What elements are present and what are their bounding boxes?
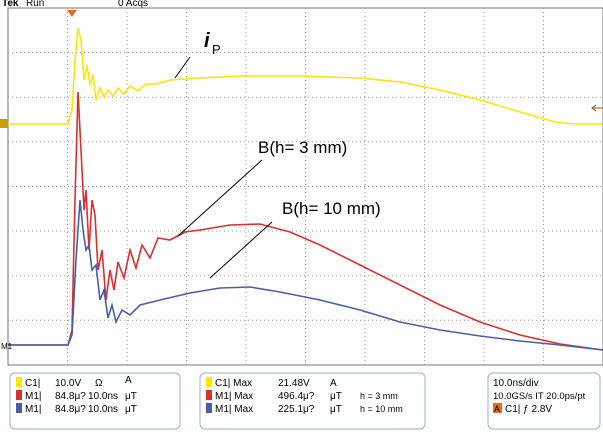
cell: h = 10 mm [360,404,403,414]
b10-leader [209,221,273,279]
cell: M1| Max [215,404,253,415]
timebase-panel [487,372,601,430]
cell: 84.8μ? [55,391,86,402]
graticule [7,7,603,366]
measurement-rows: C1| Max 21.48V A M1| Max 496.4μ? μT h = … [206,377,403,415]
brand: Tek [2,0,19,9]
swatch [16,403,22,413]
cell: A [125,375,132,386]
cell: M1| [25,404,42,415]
cell: μT [330,404,342,415]
trace-ip [8,27,603,125]
cell: μT [125,391,137,402]
cell: A [330,378,337,389]
cell: 84.8μ? [55,404,86,415]
grid [8,8,603,365]
sample-rate: 10.0GS/s IT 20.0ps/pt [493,391,586,402]
trigger: C1| ƒ 2.8V [505,404,552,415]
cell: 10.0V [55,378,81,389]
cell: 10.0ns [88,404,118,415]
ref-label: M1 [1,342,13,351]
swatch [206,403,212,413]
b3-label: B(h= 3 mm) [258,138,347,157]
swatch [16,390,22,400]
trace-b3 [8,91,603,351]
cell: M1| [25,391,42,402]
acqs: 0 Acqs [118,0,148,9]
b10-label: B(h= 10 mm) [282,199,381,218]
trigger-marker [67,10,77,17]
cell: M1| Max [215,391,253,402]
trigger-tag: A [494,404,500,414]
channels-rows: C1| 10.0V Ω A M1| 84.8μ? 10.0ns μT M1| 8… [16,375,137,415]
cell: h = 3 mm [360,391,398,401]
swatch [16,377,22,387]
measurements-panel [199,372,426,430]
level-marker [591,104,603,112]
b3-leader [177,159,263,237]
ip-subscript: P [212,42,221,57]
cell: μT [330,391,342,402]
cell: 225.1μ? [278,404,315,415]
cell: μT [125,404,137,415]
timebase: 10.0ns/div [493,378,539,389]
ip-label: i [204,30,210,52]
channels-panel [9,372,181,430]
trigger-tag-bg [493,403,502,413]
run-state: Run [26,0,44,9]
swatch [206,377,212,387]
cell: C1| Max [215,378,252,389]
ip-leader [174,56,191,79]
trace-b10 [8,199,603,351]
cell: C1| [25,378,40,389]
swatch [206,390,212,400]
cell: Ω [95,378,103,389]
ch1-marker [0,119,8,128]
cell: 10.0ns [88,391,118,402]
cell: 21.48V [278,378,310,389]
cell: 496.4μ? [278,391,315,402]
